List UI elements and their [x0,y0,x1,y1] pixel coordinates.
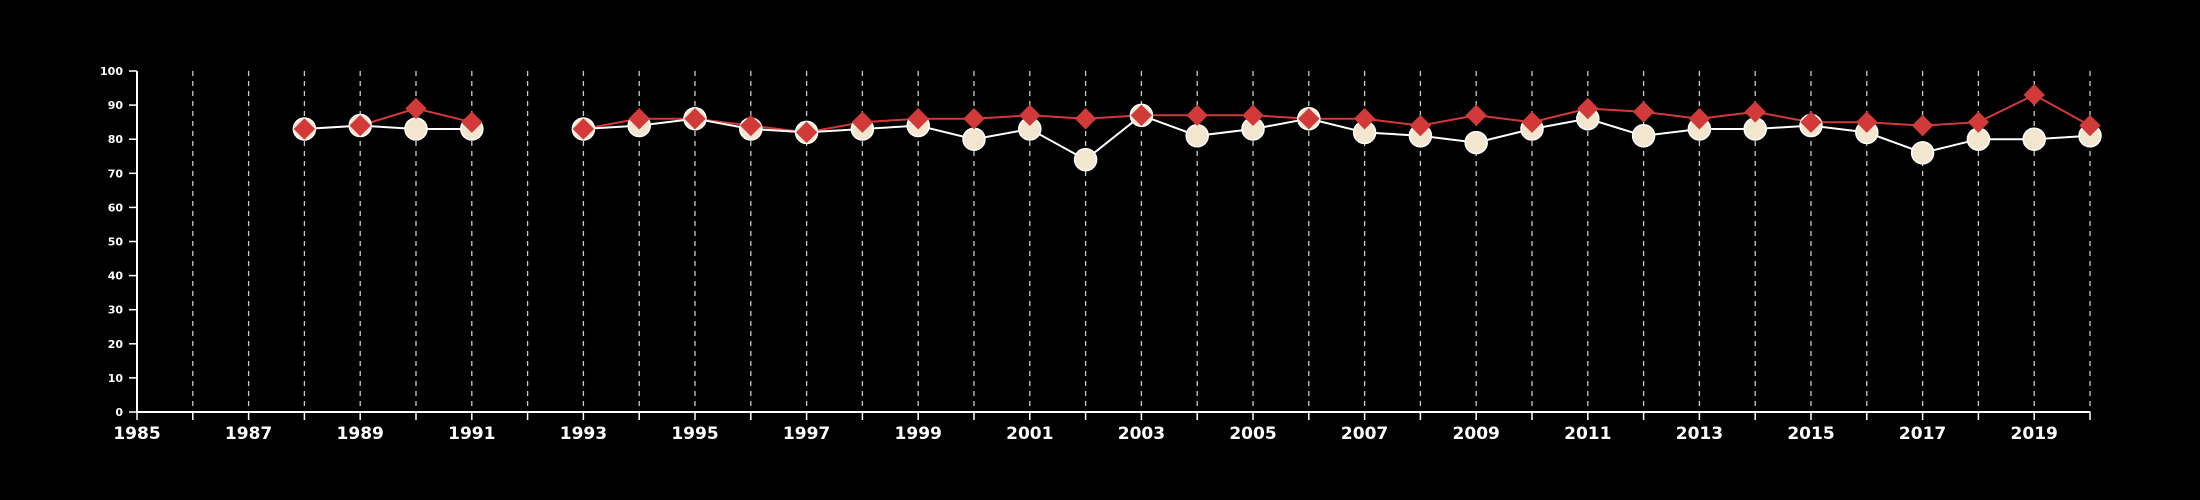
x-tick-label-1997: 1997 [783,424,830,444]
point-1-1990 [404,117,428,141]
x-tick-label-1989: 1989 [337,424,384,444]
point-0-2003 [1130,104,1153,127]
x-tick-label-1991: 1991 [448,424,495,444]
x-tick-label-1993: 1993 [560,424,607,444]
point-0-2017 [1911,114,1934,137]
point-0-2018 [1967,111,1990,133]
series-1-line-1 [583,114,2091,161]
x-tick-label-2007: 2007 [1341,424,1388,444]
point-0-2006 [1298,108,1320,130]
point-0-2008 [1409,114,1432,137]
point-0-2019 [2023,84,2045,106]
series-1-line-0 [304,124,472,130]
grid-layer [192,71,2091,412]
point-0-2005 [1242,104,1264,127]
point-0-2010 [1521,111,1543,133]
y-tick-label-20: 20 [108,338,124,351]
point-0-2015 [1800,111,1822,133]
y-tick-label-100: 100 [100,65,123,78]
point-0-1991 [461,111,483,133]
point-0-1989 [349,114,371,137]
x-tick-label-1987: 1987 [225,424,272,444]
x-tick-label-2011: 2011 [1564,424,1611,444]
series-1 [304,114,2091,161]
y-tick-label-60: 60 [108,201,124,214]
y-tick-label-50: 50 [108,236,124,249]
point-0-2004 [1186,104,1208,127]
x-tick-label-2003: 2003 [1118,424,1165,444]
point-0-2002 [1074,108,1097,130]
x-tick-label-2001: 2001 [1006,424,1053,444]
point-0-2012 [1632,101,1655,123]
y-tick-label-90: 90 [108,99,124,112]
y-tick-label-0: 0 [115,406,123,419]
point-0-2020 [2079,114,2101,137]
point-0-1997 [795,121,818,144]
point-0-1994 [628,108,650,130]
x-tick-label-2005: 2005 [1229,424,1276,444]
series-0-line-0 [304,107,473,130]
point-0-2007 [1353,108,1376,130]
point-1-2000 [962,127,986,151]
x-tick-label-2009: 2009 [1453,424,1500,444]
point-0-1995 [684,108,706,130]
point-0-1999 [907,108,929,130]
point-0-2014 [1744,101,1766,123]
point-1-2004 [1185,124,1209,148]
axis-layer: 0 10 20 30 40 50 60 70 80 90 100 1985 1987 1989 1991 19… [100,65,2091,444]
point-0-1990 [405,97,427,120]
y-tick-label-40: 40 [108,270,124,283]
point-1-2012 [1631,124,1656,148]
point-0-2016 [1856,111,1878,133]
x-tick-label-2015: 2015 [1787,424,1834,444]
point-1-2017 [1910,141,1935,165]
x-tick-label-2019: 2019 [2011,424,2058,444]
point-0-2009 [1465,104,1487,127]
y-tick-label-70: 70 [108,167,124,180]
point-0-2011 [1577,97,1599,120]
x-tick-label-1995: 1995 [671,424,718,444]
point-0-2001 [1019,104,1041,127]
x-tick-label-2013: 2013 [1676,424,1723,444]
y-tick-label-30: 30 [108,304,124,317]
y-tick-label-10: 10 [108,372,124,385]
point-0-1988 [293,118,316,140]
point-1-2019 [2022,127,2046,151]
point-0-1998 [851,111,874,133]
x-tick-label-2017: 2017 [1899,424,1946,444]
series-layer [292,84,2102,172]
series-0-markers [293,84,2101,144]
y-tick-label-80: 80 [108,133,124,146]
point-0-1993 [572,118,595,140]
point-1-2002 [1073,147,1098,172]
point-1-2009 [1464,130,1488,155]
x-tick-label-1985: 1985 [113,424,160,444]
point-0-2013 [1688,108,1711,130]
point-0-1996 [740,114,762,137]
x-tick-label-1999: 1999 [895,424,942,444]
point-0-2000 [963,108,985,130]
series-0-line-1 [583,93,2091,134]
